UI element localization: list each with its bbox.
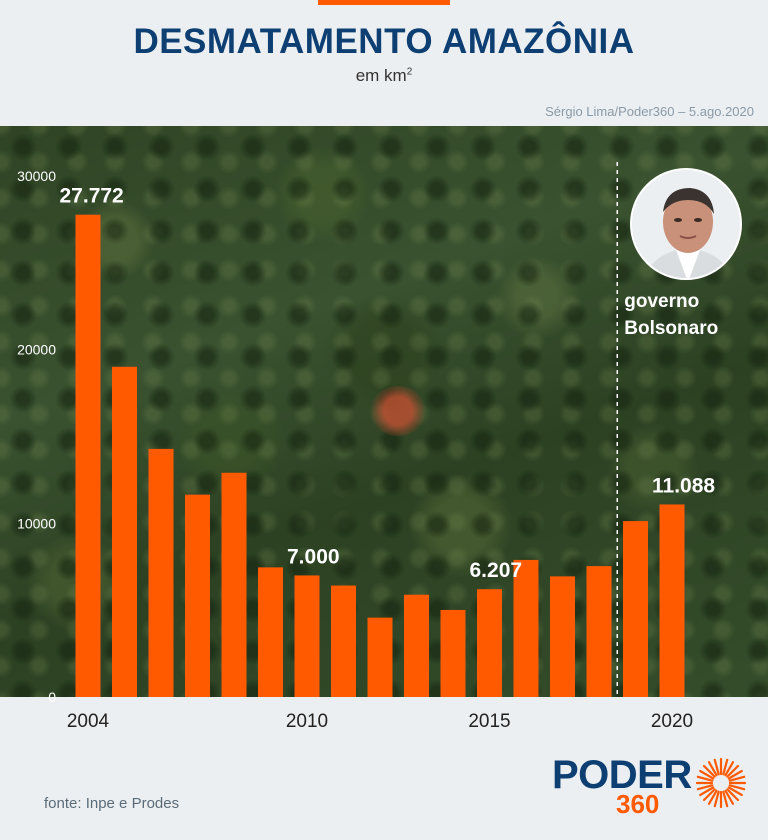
- data-label-2020: 11.088: [652, 474, 715, 497]
- sun-ray: [728, 775, 746, 782]
- bar-2020: [659, 504, 685, 697]
- subtitle-superscript: 2: [406, 66, 413, 78]
- sun-ray: [727, 786, 743, 797]
- y-tick-label: 10000: [17, 515, 56, 531]
- poder360-logo: PODER 360: [552, 755, 752, 825]
- top-accent-bar: [318, 0, 450, 5]
- sun-ray: [724, 761, 735, 777]
- bar-2011: [331, 585, 356, 697]
- bar-2017: [550, 576, 575, 697]
- sun-ray: [713, 758, 720, 776]
- annotation-line1: governo: [624, 291, 699, 312]
- subtitle-unit: em km: [355, 66, 407, 85]
- chart-title: DESMATAMENTO AMAZÔNIA: [133, 22, 635, 61]
- y-tick-label: 0: [48, 689, 56, 705]
- bar-2012: [367, 617, 393, 697]
- annotation-line2: Bolsonaro: [624, 318, 718, 339]
- sun-ray: [726, 788, 740, 802]
- bar-2007: [185, 494, 210, 697]
- data-label-2010: 7.000: [287, 545, 340, 568]
- bar-2005: [112, 366, 137, 697]
- x-tick-label: 2015: [468, 711, 510, 732]
- sun-ray: [696, 784, 714, 791]
- bar-2006: [148, 448, 174, 697]
- sun-ray: [722, 758, 729, 776]
- x-tick-label: 2020: [651, 711, 693, 732]
- bar-2008: [221, 472, 247, 697]
- sun-ray: [702, 788, 716, 802]
- chart-subtitle: em km2: [0, 66, 768, 86]
- sun-ray: [699, 769, 715, 780]
- logo-wordmark: PODER: [552, 753, 692, 797]
- data-label-2015: 6.207: [470, 559, 523, 582]
- sun-ray: [702, 764, 716, 778]
- sun-ray: [722, 790, 729, 808]
- data-label-2004: 27.772: [60, 185, 124, 208]
- bar-2018: [586, 566, 612, 697]
- bar-2013: [404, 594, 429, 697]
- sun-ray: [696, 775, 714, 782]
- sun-ray: [707, 761, 718, 777]
- sunburst-icon: [695, 757, 747, 809]
- bar-2015: [477, 589, 502, 697]
- sun-ray: [699, 786, 715, 797]
- sun-ray: [707, 789, 718, 805]
- source-note: fonte: Inpe e Prodes: [44, 795, 180, 812]
- bar-2010: [294, 575, 320, 697]
- bar-2019: [623, 521, 648, 697]
- y-tick-label: 30000: [17, 168, 56, 184]
- bar-2009: [258, 567, 283, 697]
- logo-number: 360: [616, 789, 660, 819]
- sun-ray: [726, 764, 740, 778]
- sun-ray: [724, 789, 735, 805]
- portrait-icon: [632, 170, 740, 278]
- bolsonaro-portrait: [630, 168, 742, 280]
- bar-2004: [75, 214, 101, 697]
- bar-2014: [440, 609, 466, 697]
- y-tick-label: 20000: [17, 342, 56, 358]
- red-tree-crown: [370, 386, 426, 436]
- x-tick-label: 2004: [67, 711, 110, 732]
- sun-ray: [728, 784, 746, 791]
- photo-credit: Sérgio Lima/Poder360 – 5.ago.2020: [545, 104, 754, 119]
- bar-2016: [513, 559, 539, 697]
- x-tick-label: 2010: [286, 711, 328, 732]
- sun-ray: [713, 790, 720, 808]
- sun-ray: [727, 769, 743, 780]
